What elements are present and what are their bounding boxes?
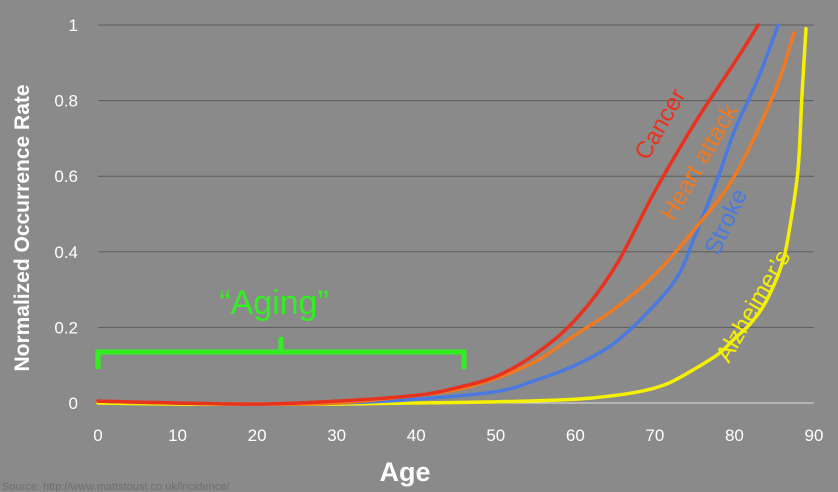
- x-tick-label: 70: [645, 426, 664, 445]
- x-tick-label: 80: [725, 426, 744, 445]
- y-tick-label: 0.6: [54, 167, 78, 186]
- series-label: Alzheimer’s: [711, 246, 797, 367]
- gridlines: [98, 24, 814, 404]
- x-tick-label: 20: [248, 426, 267, 445]
- series-line-alzheimer-s: [96, 27, 808, 406]
- series-line-cancer: [96, 23, 761, 406]
- source-caption: Source: http://www.mattstoust.co.uk/inci…: [2, 481, 230, 492]
- x-tick-label: 60: [566, 426, 585, 445]
- y-tick-label: 0.2: [54, 318, 78, 337]
- axes: 00.20.40.60.810 10 20 30 40 50 60 70 80 90AgeNorm…: [11, 16, 823, 487]
- series-label: Cancer: [629, 84, 691, 165]
- series-line-heart-attack: [96, 30, 796, 406]
- x-tick-label: 10: [168, 426, 187, 445]
- x-tick-label: 40: [407, 426, 426, 445]
- x-tick-label: 90: [805, 426, 824, 445]
- aging-bracket: [95, 337, 467, 369]
- y-axis-title: Normalized Occurrence Rate: [11, 84, 34, 371]
- y-tick-label: 0: [69, 394, 78, 413]
- series-label: Stroke: [699, 185, 753, 259]
- x-axis-title: Age: [379, 457, 430, 487]
- aging-label: “Aging”: [219, 284, 329, 322]
- y-tick-label: 0.8: [54, 92, 78, 111]
- x-tick-label: 30: [327, 426, 346, 445]
- y-tick-label: 0.4: [54, 243, 78, 262]
- series-lines: [96, 23, 808, 406]
- x-tick-label: 0: [93, 426, 102, 445]
- y-tick-label: 1: [69, 16, 78, 35]
- x-tick-label: 50: [486, 426, 505, 445]
